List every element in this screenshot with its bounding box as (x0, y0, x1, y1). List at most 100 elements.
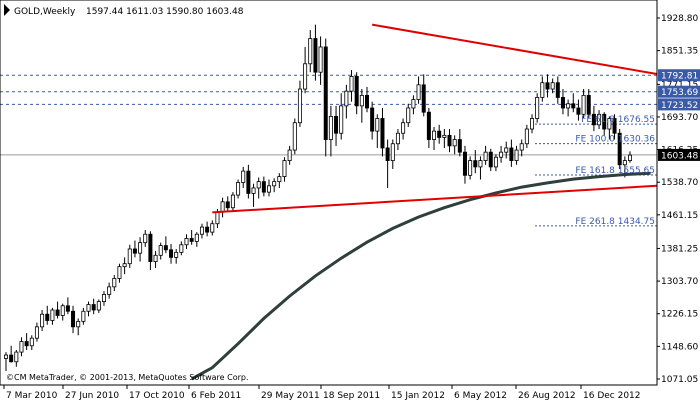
candle-body (169, 249, 174, 258)
candle (328, 105, 333, 157)
time-tick-label: 27 Jun 2010 (65, 391, 119, 401)
candle-body (230, 194, 235, 209)
ohlc-values: 1597.44 1611.03 1590.80 1603.48 (86, 7, 244, 17)
price-tick-label: 1928.80 (661, 14, 698, 24)
candle (236, 179, 241, 199)
candle-body (323, 46, 328, 140)
price-level-tag-label: 1723.52 (661, 101, 698, 111)
candle-body (576, 107, 581, 115)
candle-body (375, 118, 380, 132)
candle-body (617, 132, 622, 166)
candle (29, 335, 34, 350)
candle (308, 30, 313, 73)
fib-level-label: FE 161.8 1555.65 (575, 166, 655, 176)
candle-body (292, 122, 297, 151)
candle (602, 112, 607, 136)
candle (45, 305, 50, 325)
candles (4, 24, 632, 372)
candle-body (205, 226, 210, 233)
candle (246, 164, 251, 199)
candle-body (416, 84, 421, 100)
candle (597, 110, 602, 130)
candle (71, 305, 76, 334)
time-tick-label: 15 Jan 2012 (391, 391, 445, 401)
candle-body (34, 326, 39, 339)
time-tick-label: 7 Mar 2010 (6, 391, 58, 401)
candle-body (184, 238, 189, 246)
trendline-lower[interactable] (212, 184, 658, 214)
candle (359, 89, 364, 123)
trendline-upper[interactable] (371, 23, 658, 76)
current-price-label: 1603.48 (661, 151, 698, 161)
candle-body (313, 38, 318, 73)
candle-body (530, 118, 535, 130)
candle (107, 282, 112, 299)
candle (555, 76, 560, 104)
candle-body (607, 118, 612, 130)
candle (519, 139, 524, 157)
time-axis[interactable]: 7 Mar 2010 27 Jun 2010 17 Oct 2010 6 Feb 20… (3, 385, 641, 401)
candle (19, 337, 24, 357)
time-tick-label: 29 May 2011 (261, 391, 320, 401)
candle (375, 114, 380, 148)
candle (483, 145, 488, 165)
price-tick-label: 1771.15 (661, 80, 698, 90)
candle-body (117, 266, 122, 279)
candle (50, 307, 55, 325)
candle-body (308, 38, 313, 65)
candle-body (220, 201, 225, 213)
candle-body (86, 304, 91, 312)
candle-body (303, 63, 308, 90)
candle-body (328, 115, 333, 140)
candle (143, 230, 148, 247)
moving-average-line (190, 171, 651, 381)
candle-body (60, 305, 65, 316)
collapse-triangle-icon (4, 4, 10, 16)
candle (591, 105, 596, 132)
candle (421, 74, 426, 117)
price-level-tag (658, 98, 700, 111)
candle-body (267, 185, 272, 193)
candle-body (349, 76, 354, 92)
candle-body (107, 286, 112, 295)
candle (76, 318, 81, 336)
candle (40, 309, 45, 332)
candle-body (571, 103, 576, 109)
copyright-text: ©CM MetaTrader, © 2001-2013, MetaQuotes … (6, 373, 249, 382)
candle (112, 275, 117, 292)
candle (251, 183, 256, 207)
candle (581, 89, 586, 119)
candle-body (514, 149, 519, 161)
candle-body (452, 139, 457, 147)
candle (153, 251, 158, 268)
candle-body (153, 254, 158, 262)
trendlines[interactable] (212, 23, 658, 214)
time-tick-label: 17 Oct 2010 (129, 391, 185, 401)
candle (81, 307, 86, 325)
candle (586, 89, 591, 119)
candle-body (199, 226, 204, 235)
candle-body (390, 143, 395, 161)
candle (24, 333, 29, 350)
candle-body (628, 154, 632, 161)
candle (138, 237, 143, 262)
candle (91, 298, 96, 315)
candle-body (586, 94, 591, 115)
candle (189, 230, 194, 245)
candle-body (225, 201, 230, 209)
candle (545, 74, 550, 98)
candle-body (566, 103, 571, 109)
candle-body (163, 245, 168, 251)
candle-body (545, 82, 550, 90)
candle-body (550, 82, 555, 90)
candle-body (215, 211, 220, 225)
candle-body (591, 113, 596, 126)
candle (101, 291, 106, 306)
candle-body (112, 278, 117, 288)
candle-body (148, 233, 153, 262)
candle (292, 118, 297, 155)
candle-body (174, 251, 179, 258)
